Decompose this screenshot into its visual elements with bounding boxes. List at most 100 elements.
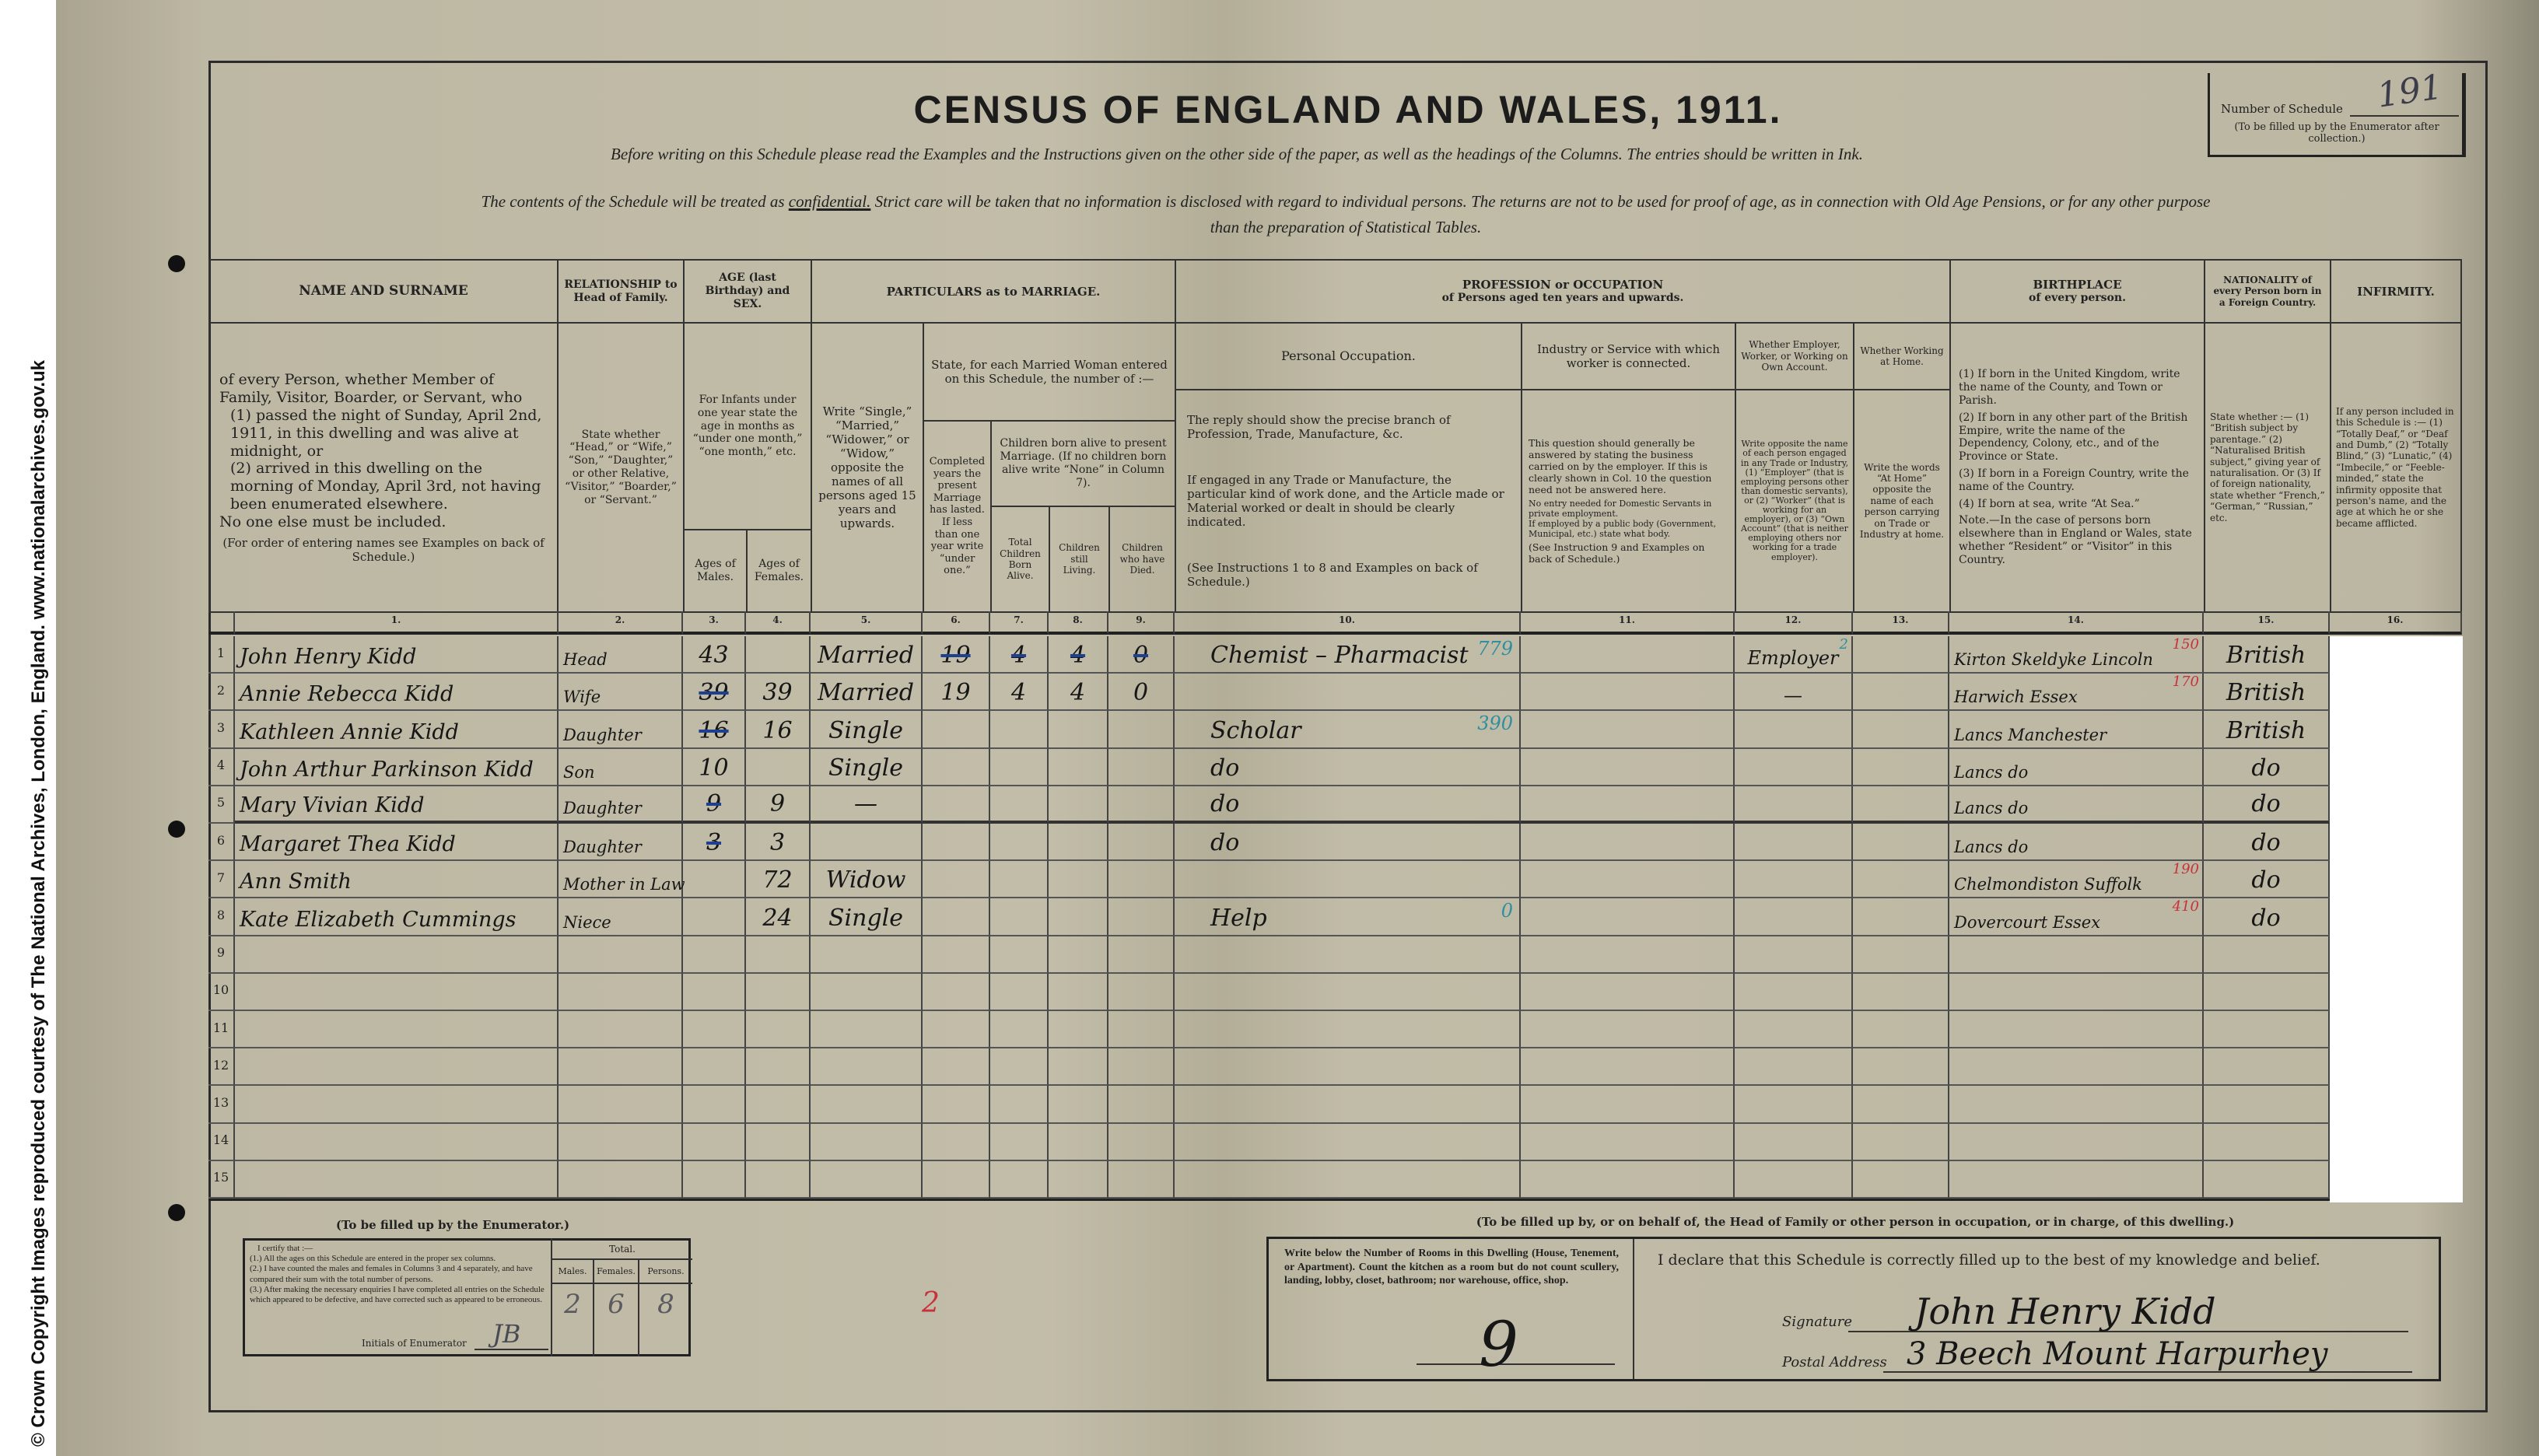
cell-age-female — [746, 1123, 811, 1161]
cell-children-died — [1108, 824, 1175, 862]
cell-relationship — [559, 936, 683, 974]
header-text: Write “Single,” “Married,” “Widower,” or… — [818, 404, 916, 530]
cell-age-male: 16 — [683, 711, 746, 749]
cell-industry — [1521, 824, 1735, 862]
age-male-value: 39 — [699, 679, 729, 707]
cell-birthplace — [1949, 936, 2204, 974]
cell-birthplace: Lancs do — [1949, 824, 2204, 862]
column-number — [208, 611, 235, 635]
header-infirmity-desc: If any person included in this Schedule … — [2330, 322, 2462, 613]
cell-years-married — [923, 1048, 990, 1087]
row-number: 4 — [208, 748, 235, 786]
cell-employer: Employer 2 — [1735, 636, 1853, 674]
cell-occupation — [1175, 674, 1521, 712]
schedule-number-note: (To be filled up by the Enumerator after… — [2234, 121, 2439, 145]
age-female-value: 9 — [769, 789, 786, 817]
enumerator-certification: I certify that :— (1.) All the ages on t… — [250, 1244, 549, 1305]
cell-nationality — [2204, 1086, 2330, 1124]
cell-marital: Single — [811, 898, 923, 936]
females-column: Females. 6 — [594, 1260, 639, 1356]
cell-children-died — [1108, 973, 1175, 1011]
age-male-value: 43 — [699, 642, 729, 670]
cell-age-female — [746, 1086, 811, 1124]
cell-occupation: Scholar 390 — [1175, 711, 1521, 749]
cell-home — [1853, 748, 1949, 786]
cell-age-male: 10 — [683, 748, 746, 786]
cell-children-living — [1049, 711, 1108, 749]
cell-name: Kate Elizabeth Cummings — [235, 898, 559, 936]
cell-industry — [1521, 861, 1735, 899]
cell-relationship: Mother in Law — [559, 861, 685, 899]
cell-marital: Single — [811, 748, 923, 786]
cell-nationality: do — [2204, 748, 2330, 786]
cell-employer — [1735, 898, 1853, 936]
cell-industry — [1521, 748, 1735, 786]
cell-years-married — [923, 786, 990, 824]
cell-occupation: Chemist – Pharmacist 779 — [1175, 636, 1521, 674]
cell-nationality — [2204, 1011, 2330, 1049]
column-number: 3. — [683, 611, 746, 635]
schedule-number-value: 191 — [2374, 67, 2446, 116]
cell-age-female: 24 — [746, 898, 811, 936]
cell-employer — [1735, 748, 1853, 786]
cell-employer — [1735, 1086, 1853, 1124]
header-text: No one else must be included. — [219, 513, 447, 530]
header-text: If employed by a public body (Government… — [1529, 519, 1717, 540]
header-text: Children born alive to present Marriage.… — [1000, 437, 1167, 489]
cell-employer — [1735, 1011, 1853, 1049]
header-nationality-title: NATIONALITY of every Person born in a Fo… — [2204, 259, 2331, 324]
header-text: (1) If born in the United Kingdom, write… — [1959, 368, 2180, 408]
age-male-value: 16 — [699, 716, 729, 744]
header-text: If engaged in any Trade or Manufacture, … — [1187, 472, 1504, 529]
age-female-value: 72 — [762, 866, 793, 894]
cell-home — [1853, 1048, 1949, 1087]
cell-years-married — [923, 973, 990, 1011]
cell-industry — [1521, 786, 1735, 824]
cell-industry — [1521, 898, 1735, 936]
cell-name — [235, 1048, 559, 1087]
cell-children-living — [1049, 1160, 1108, 1199]
cell-nationality: British — [2204, 636, 2330, 674]
cell-age-female — [746, 1160, 811, 1199]
postal-address: 3 Beech Mount Harpurhey — [1907, 1336, 2328, 1372]
header-employer-desc: Write opposite the name of each person e… — [1735, 389, 1854, 613]
header-text: (2) If born in any other part of the Bri… — [1959, 411, 2188, 464]
birthplace-value: Lancs Manchester — [1954, 725, 2107, 744]
cell-home — [1853, 711, 1949, 749]
cell-age-female — [746, 636, 811, 674]
cell-name: John Henry Kidd — [235, 636, 559, 674]
rooms-line — [1417, 1363, 1615, 1365]
row-number: 14 — [208, 1123, 235, 1161]
header-children-died: Children who have Died. — [1108, 506, 1176, 613]
cell-years-married: 19 — [923, 636, 990, 674]
years-married-value: 19 — [940, 679, 971, 707]
red-pencil-mark: 2 — [922, 1287, 940, 1319]
certify-text: I certify that :— — [257, 1244, 313, 1253]
header-employer: Whether Employer, Worker, or Working on … — [1735, 322, 1854, 390]
cell-children-died — [1108, 1011, 1175, 1049]
cell-children-total — [990, 1011, 1049, 1049]
name-value: Mary Vivian Kidd — [240, 793, 425, 817]
cell-home — [1853, 1123, 1949, 1161]
cell-nationality — [2204, 936, 2330, 974]
header-children-total: Total Children Born Alive. — [990, 506, 1050, 613]
cell-occupation — [1175, 1160, 1521, 1199]
cell-nationality: British — [2204, 674, 2330, 712]
cell-name: Ann Smith — [235, 861, 559, 899]
cell-children-living — [1049, 1123, 1108, 1161]
header-text: PROFESSION or OCCUPATION — [1462, 278, 1664, 292]
birthplace-value: Lancs do — [1954, 798, 2029, 817]
cell-children-living — [1049, 1086, 1108, 1124]
column-number: 15. — [2204, 611, 2330, 635]
cell-occupation: do — [1175, 824, 1521, 862]
cell-industry — [1521, 1048, 1735, 1087]
cell-employer — [1735, 973, 1853, 1011]
relationship-value: Daughter — [563, 798, 642, 817]
cell-relationship: Son — [559, 748, 683, 786]
header-text: State whether “Head,” or “Wife,” “Son,” … — [565, 428, 677, 506]
cell-children-total: 4 — [990, 674, 1049, 712]
cell-birthplace: Lancs do — [1949, 786, 2204, 824]
cell-industry — [1521, 636, 1735, 674]
cell-age-female: 72 — [746, 861, 811, 899]
cell-children-total — [990, 973, 1049, 1011]
